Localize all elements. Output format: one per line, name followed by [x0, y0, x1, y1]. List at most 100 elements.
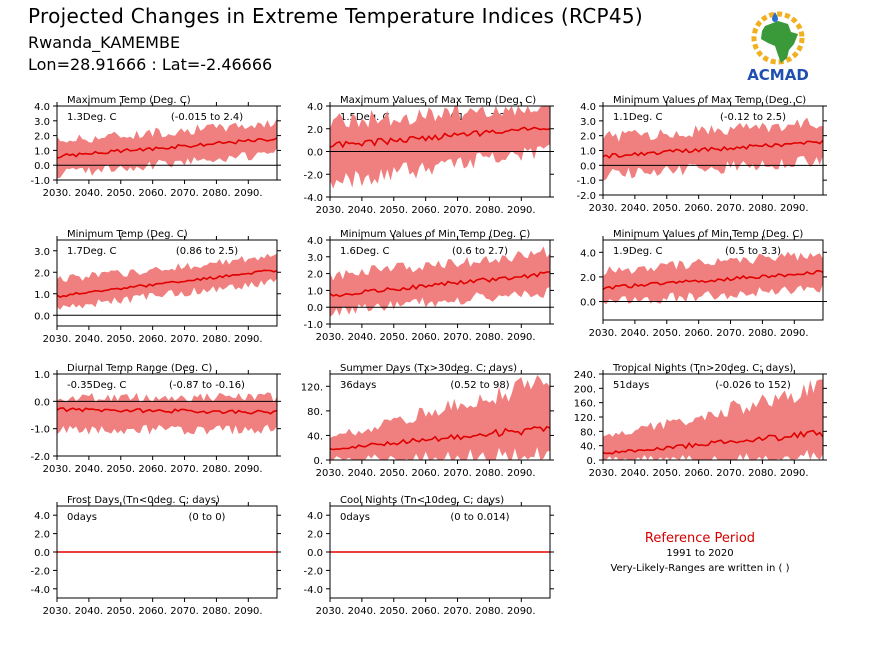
y-tick-label: -1.0: [30, 425, 50, 436]
y-tick-label: 2.0: [580, 273, 596, 284]
y-tick-label: 4.0: [34, 102, 50, 113]
x-tick-label: 2070.: [443, 606, 472, 617]
x-tick-label: 2080.: [748, 203, 777, 214]
chart-title: Cool Nights (Tn<10deg. C; days): [340, 495, 504, 506]
y-tick-label: 160.: [574, 399, 596, 410]
reference-period-years: 1991 to 2020: [666, 548, 734, 559]
x-tick-label: 2060.: [411, 332, 440, 343]
x-tick-label: 2070.: [443, 205, 472, 216]
y-tick-label: 120.: [574, 413, 596, 424]
chart-title: Minimum Temp (Deg. C): [67, 229, 188, 240]
x-tick-label: 2040.: [75, 188, 104, 199]
x-tick-label: 2040.: [75, 464, 104, 475]
x-tick-label: 2070.: [170, 334, 199, 345]
y-tick-label: 0.0: [307, 303, 323, 314]
x-tick-label: 2050.: [106, 334, 135, 345]
median-line: [602, 269, 824, 290]
y-tick-label: 80.: [307, 407, 323, 418]
chart-summary: 36days: [340, 380, 376, 391]
x-tick-label: 2060.: [684, 328, 713, 339]
y-tick-label: 0.: [313, 456, 323, 467]
x-tick-label: 2030.: [589, 468, 618, 479]
y-tick-label: 40.: [307, 431, 323, 442]
y-tick-label: 40.: [580, 442, 596, 453]
y-tick-label: -2.0: [303, 170, 323, 181]
x-tick-label: 2040.: [621, 468, 650, 479]
africa-map-icon: [761, 21, 798, 63]
y-tick-label: 2.0: [34, 132, 50, 143]
range-band: [603, 251, 823, 305]
x-tick-label: 2030.: [43, 606, 72, 617]
x-tick-label: 2030.: [316, 332, 345, 343]
reference-period-title: Reference Period: [644, 531, 756, 546]
x-tick-label: 2060.: [138, 606, 167, 617]
x-tick-label: 2050.: [379, 468, 408, 479]
y-tick-label: -2.0: [303, 566, 323, 577]
y-tick-label: 4.0: [307, 236, 323, 247]
x-tick-label: 2060.: [411, 606, 440, 617]
y-tick-label: 3.0: [34, 117, 50, 128]
x-tick-label: 2040.: [348, 468, 377, 479]
y-tick-label: 1.0: [34, 290, 50, 301]
y-tick-label: -4.0: [303, 193, 323, 204]
y-tick-label: 0.0: [34, 548, 50, 559]
y-tick-label: 1.0: [580, 147, 596, 158]
water-drop-icon: [772, 12, 778, 22]
y-tick-label: -4.0: [303, 585, 323, 596]
x-tick-label: 2080.: [202, 188, 231, 199]
y-tick-label: 2.0: [34, 268, 50, 279]
x-tick-label: 2040.: [75, 606, 104, 617]
logo-text: ACMAD: [747, 66, 809, 84]
chart-frame: [56, 373, 278, 457]
y-tick-label: 200.: [574, 384, 596, 395]
y-tick-label: 0.0: [34, 397, 50, 408]
x-tick-label: 2060.: [138, 188, 167, 199]
range-band: [57, 392, 277, 435]
x-tick-label: 2070.: [443, 332, 472, 343]
y-tick-label: 0.0: [34, 161, 50, 172]
chart-range: (-0.026 to 152): [715, 380, 791, 391]
y-tick-label: -1.0: [576, 176, 596, 187]
chart-title: Tropical Nights (Tn>20deg. C; days): [612, 363, 793, 374]
x-tick-label: 2060.: [684, 203, 713, 214]
chart-frame: [329, 373, 551, 461]
y-tick-label: 0.: [586, 456, 596, 467]
x-tick-label: 2090.: [780, 203, 809, 214]
x-tick-label: 2090.: [234, 606, 263, 617]
x-tick-label: 2060.: [138, 334, 167, 345]
acmad-logo: ACMAD: [747, 11, 809, 84]
y-tick-label: 4.0: [307, 102, 323, 113]
chart-summary: 1.5Deg. C: [340, 112, 389, 123]
y-tick-label: 0.0: [580, 298, 596, 309]
x-tick-label: 2090.: [780, 328, 809, 339]
station-name: Rwanda_KAMEMBE: [28, 33, 181, 52]
y-tick-label: 240.: [574, 370, 596, 381]
x-tick-label: 2090.: [507, 606, 536, 617]
x-tick-label: 2030.: [316, 606, 345, 617]
chart-summary: 1.7Deg. C: [67, 246, 116, 257]
chart-range: (0.5 to 3.3): [725, 246, 781, 257]
range-band: [603, 379, 823, 460]
chart-title: Maximum Temp (Deg. C): [67, 95, 191, 106]
y-tick-label: 2.0: [307, 530, 323, 541]
x-tick-label: 2090.: [507, 332, 536, 343]
median-line: [602, 139, 824, 159]
x-tick-label: 2040.: [348, 332, 377, 343]
x-tick-label: 2050.: [379, 606, 408, 617]
chart-title: Frost Days (Tn<0deg. C; days): [67, 495, 220, 506]
chart-range: (0.52 to 98): [450, 380, 509, 391]
x-tick-label: 2040.: [621, 203, 650, 214]
station-coordinates: Lon=28.91666 : Lat=-2.46666: [28, 55, 273, 74]
x-tick-label: 2030.: [589, 328, 618, 339]
x-tick-label: 2090.: [234, 464, 263, 475]
x-tick-label: 2080.: [202, 606, 231, 617]
range-band: [330, 375, 550, 460]
x-tick-label: 2040.: [348, 205, 377, 216]
y-tick-label: 4.0: [580, 102, 596, 113]
x-tick-label: 2090.: [507, 205, 536, 216]
x-tick-label: 2070.: [170, 606, 199, 617]
y-tick-label: 3.0: [580, 117, 596, 128]
median-line: [602, 429, 824, 455]
y-tick-label: 120.: [301, 382, 323, 393]
